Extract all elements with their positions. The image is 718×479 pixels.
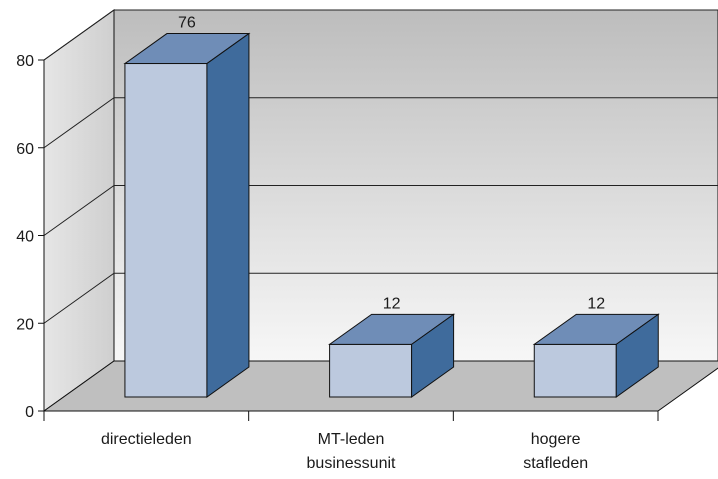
bar bbox=[123, 32, 251, 398]
data-label: 12 bbox=[587, 295, 605, 312]
y-tick-label: 60 bbox=[16, 141, 34, 158]
grid-line bbox=[43, 9, 718, 61]
x-tick-label: stafleden bbox=[523, 455, 588, 472]
grid-line bbox=[43, 272, 718, 324]
data-label: 76 bbox=[178, 15, 196, 32]
y-tick-label: 80 bbox=[16, 53, 34, 70]
bar bbox=[328, 313, 456, 398]
bar-front bbox=[533, 343, 617, 398]
bar-side bbox=[615, 313, 659, 398]
labels: 76 directieleden 12 MT-leden businessunit 12 h… bbox=[101, 15, 605, 472]
y-tick-label: 20 bbox=[16, 316, 34, 333]
x-tick-label: businessunit bbox=[307, 455, 397, 472]
data-label: 12 bbox=[383, 295, 401, 312]
bar bbox=[532, 313, 660, 398]
grid-line bbox=[43, 185, 718, 236]
bar-side bbox=[411, 313, 455, 398]
grid-line bbox=[43, 97, 718, 149]
bars bbox=[123, 32, 660, 398]
y-tick-label: 0 bbox=[25, 404, 34, 421]
x-tick-label: MT-leden bbox=[318, 431, 385, 448]
axes: 0 20 40 60 80 bbox=[16, 53, 659, 421]
bar-side bbox=[206, 32, 250, 398]
grid-lines bbox=[43, 9, 718, 324]
x-tick-label: directieleden bbox=[101, 431, 192, 448]
x-tick-label: hogere bbox=[531, 431, 581, 448]
bar-front bbox=[329, 343, 413, 398]
y-tick-label: 40 bbox=[16, 229, 34, 246]
bar-front bbox=[124, 63, 208, 398]
